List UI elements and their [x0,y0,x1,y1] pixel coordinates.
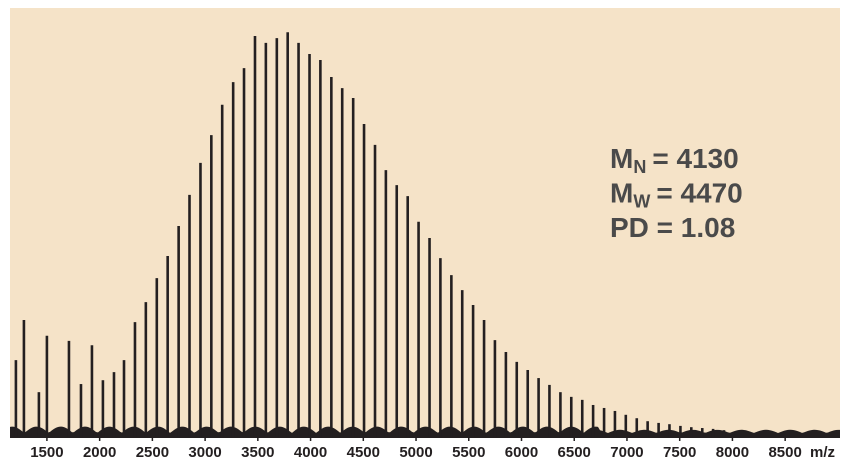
annotation-main: M [610,143,633,174]
x-tick-label: 4000 [294,444,327,461]
plot-background [10,8,840,438]
x-tick-label: 8500 [768,444,801,461]
annotation: MN = 4130 [610,143,739,176]
x-tick-label: 3500 [241,444,274,461]
x-tick-label: 4500 [347,444,380,461]
x-tick-label: 7000 [610,444,643,461]
annotation-sub: W [633,191,650,211]
x-axis-label: m/z [810,444,835,461]
x-tick-label: 5000 [399,444,432,461]
x-tick-label: 3000 [188,444,221,461]
x-tick-label: 1500 [30,444,63,461]
annotation-main: PD = 1.08 [610,212,735,243]
annotation-rest: = 4130 [652,143,738,174]
x-tick-label: 5500 [452,444,485,461]
x-tick-label: 7500 [663,444,696,461]
annotation-rest: = 4470 [656,178,742,209]
x-tick-label: 6000 [505,444,538,461]
annotation-sub: N [633,157,646,177]
x-tick-label: 8000 [716,444,749,461]
x-tick-label: 6500 [558,444,591,461]
baseline-noise [10,426,840,437]
x-tick-label: 2000 [83,444,116,461]
annotation: PD = 1.08 [610,212,735,243]
x-tick-label: 2500 [136,444,169,461]
annotation: MW = 4470 [610,178,743,211]
annotation-main: M [610,178,633,209]
